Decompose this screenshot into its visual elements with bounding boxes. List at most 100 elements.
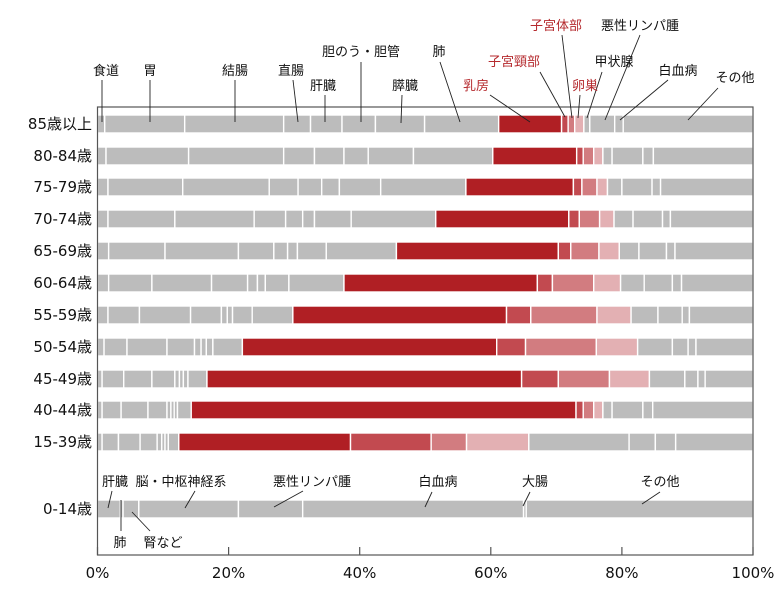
bar-segment bbox=[212, 337, 244, 357]
bar-segment bbox=[210, 273, 249, 293]
bar-segment bbox=[595, 337, 639, 357]
bar-segment bbox=[264, 273, 290, 293]
bar-segment bbox=[665, 241, 676, 261]
bar-segment bbox=[178, 432, 352, 452]
bar-segment bbox=[226, 305, 234, 325]
bar-segment bbox=[652, 146, 754, 166]
bar-segment bbox=[651, 177, 662, 197]
bar-segment bbox=[581, 177, 598, 197]
bar-segment bbox=[642, 400, 654, 420]
bar-segment bbox=[96, 114, 106, 134]
leader-line bbox=[273, 490, 304, 508]
series-label: 腎など bbox=[143, 536, 182, 551]
row-label: 70-74歳 bbox=[33, 210, 92, 228]
bar-segment bbox=[338, 177, 382, 197]
bar-segment bbox=[574, 114, 585, 134]
series-label: 肝臓 bbox=[310, 79, 336, 94]
series-label: 膵臓 bbox=[392, 79, 418, 94]
bar-segment bbox=[628, 432, 657, 452]
bar-segment bbox=[567, 114, 576, 134]
bar-segment bbox=[253, 209, 287, 229]
bar-segment bbox=[273, 241, 289, 261]
bar-segment bbox=[602, 146, 613, 166]
bar-segment bbox=[395, 241, 560, 261]
x-axis: 0% 20% 40% 60% 80% 100% bbox=[86, 547, 775, 582]
bar-segment bbox=[107, 273, 153, 293]
row-label: 55-59歳 bbox=[33, 306, 92, 324]
bar-segment bbox=[560, 114, 569, 134]
bar-segment bbox=[313, 146, 345, 166]
bar-segment bbox=[251, 305, 294, 325]
bar-segment bbox=[648, 369, 686, 389]
bar-segment bbox=[613, 114, 624, 134]
bar-segment bbox=[598, 241, 620, 261]
bar-segment bbox=[231, 305, 253, 325]
bar-segment bbox=[621, 177, 653, 197]
leader-line bbox=[522, 491, 531, 507]
row-label: 60-64歳 bbox=[33, 274, 92, 292]
bar-segment bbox=[220, 305, 228, 325]
series-label: 乳房 bbox=[463, 78, 489, 94]
leader-line bbox=[687, 87, 719, 121]
series-label: 甲状腺 bbox=[594, 55, 633, 70]
bar-segment bbox=[596, 305, 632, 325]
leader-line bbox=[184, 490, 196, 509]
bar-segment bbox=[630, 305, 659, 325]
bar-segment bbox=[190, 400, 577, 420]
bar-segment bbox=[684, 369, 699, 389]
bar-segment bbox=[687, 337, 697, 357]
bar-segment bbox=[151, 369, 176, 389]
series-label: 食道 bbox=[93, 63, 119, 79]
bar-segment bbox=[205, 337, 214, 357]
series-label: 卵巣 bbox=[572, 79, 598, 94]
series-label: 胃 bbox=[143, 64, 156, 79]
bar-segment bbox=[101, 369, 125, 389]
x-tick-label: 60% bbox=[474, 564, 507, 582]
bar-segment bbox=[237, 499, 304, 519]
bar-segment bbox=[189, 305, 223, 325]
bar-segment bbox=[632, 209, 664, 229]
bar-segment bbox=[237, 241, 275, 261]
bar-segment bbox=[256, 273, 267, 293]
bar-segment bbox=[96, 146, 107, 166]
series-label: 悪性リンパ腫 bbox=[601, 18, 679, 34]
bar-segment bbox=[674, 241, 754, 261]
bar-segment bbox=[96, 209, 109, 229]
bar-segment bbox=[104, 114, 186, 134]
series-label: その他 bbox=[640, 475, 679, 490]
bar-segment bbox=[536, 273, 554, 293]
row-label: 40-44歳 bbox=[33, 401, 92, 419]
row-label: 0-14歳 bbox=[43, 500, 92, 518]
bar-segment bbox=[423, 114, 500, 134]
bar-segment bbox=[681, 305, 691, 325]
bar-segment bbox=[695, 337, 754, 357]
x-tick-label: 100% bbox=[732, 564, 775, 582]
bar-segment bbox=[704, 369, 754, 389]
leader-line bbox=[539, 71, 566, 118]
bar-segment bbox=[593, 273, 622, 293]
bars bbox=[96, 114, 754, 519]
bar-segment bbox=[297, 177, 323, 197]
bar-segment bbox=[659, 177, 754, 197]
bar-segment bbox=[166, 337, 196, 357]
bar-segment bbox=[151, 273, 213, 293]
series-label: 脳・中枢神経系 bbox=[135, 475, 226, 490]
bar-segment bbox=[642, 146, 655, 166]
bar-segment bbox=[101, 432, 120, 452]
bar-segment bbox=[120, 400, 149, 420]
bar-segment bbox=[596, 177, 609, 197]
bar-segment bbox=[568, 209, 580, 229]
bar-segment bbox=[654, 432, 677, 452]
row-label: 85歳以上 bbox=[28, 115, 92, 133]
leader-line bbox=[577, 94, 581, 119]
bar-segment bbox=[618, 241, 640, 261]
bar-segment bbox=[680, 273, 754, 293]
leader-line bbox=[400, 94, 403, 124]
bar-segment bbox=[183, 114, 285, 134]
bar-segment bbox=[96, 177, 109, 197]
series-label: 悪性リンパ腫 bbox=[273, 474, 351, 490]
bar-segment bbox=[606, 177, 623, 197]
series-label: 子宮頸部 bbox=[488, 54, 540, 70]
bar-segment bbox=[582, 146, 595, 166]
